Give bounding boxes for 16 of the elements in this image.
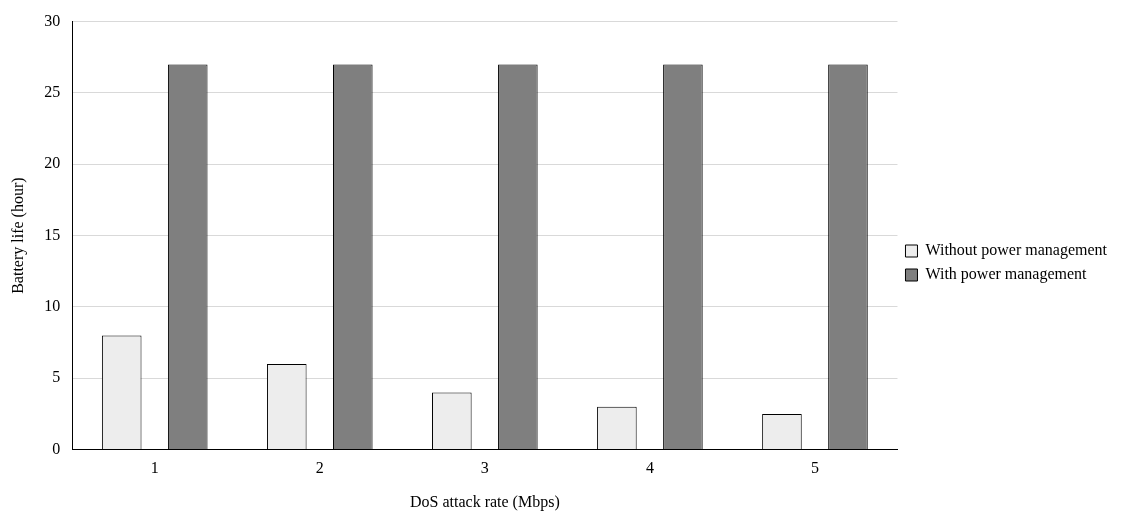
legend-label: With power management — [925, 265, 1088, 284]
legend-label: Without power management — [925, 241, 1108, 260]
y-axis-title: Battery life (hour) — [8, 177, 27, 294]
x-axis-title: DoS attack rate (Mbps) — [409, 492, 560, 511]
y-tick-label: 5 — [52, 368, 61, 386]
x-tick-label: 2 — [315, 459, 324, 477]
x-tick-label: 4 — [645, 459, 654, 477]
y-tick-label: 0 — [52, 439, 61, 457]
x-tick-label: 5 — [810, 459, 819, 477]
y-tick-label: 30 — [44, 11, 61, 29]
x-tick-label: 1 — [150, 459, 159, 477]
y-tick-label: 25 — [44, 83, 61, 101]
y-tick-label: 10 — [44, 297, 61, 315]
y-tick-label: 20 — [44, 154, 61, 172]
x-tick-label: 3 — [480, 459, 489, 477]
y-tick-label: 15 — [44, 225, 61, 243]
